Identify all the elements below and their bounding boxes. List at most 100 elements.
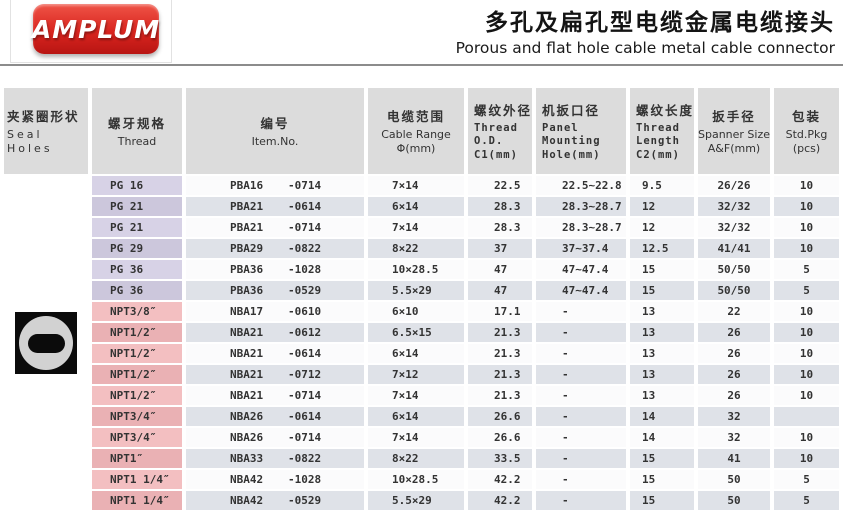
thread-length-cell: 15 bbox=[630, 260, 694, 279]
std-pkg-cell: 10 bbox=[774, 344, 839, 363]
thread-cell: NPT1/2″ bbox=[92, 386, 182, 405]
spanner-size-cell: 22 bbox=[698, 302, 770, 321]
thread-cell: NPT1/2″ bbox=[92, 365, 182, 384]
std-pkg-cell: 5 bbox=[774, 260, 839, 279]
item-no-cell: NBA21 -0612 bbox=[186, 323, 364, 342]
table-row: NPT1 1/4″ NBA42 -0529 5.5×29 42.2-15 50 5 bbox=[4, 491, 839, 510]
panel-hole-cell: 22.5~22.8 bbox=[536, 176, 626, 195]
item-code: PBA21 bbox=[230, 200, 264, 213]
cable-range-cell: 8×22 bbox=[368, 449, 464, 468]
table-header-row: 夹紧圈形状 Seal Holes 螺牙规格 Thread 编号 Item.No. 电缆范围 C… bbox=[4, 88, 839, 174]
thread-od-cell: 42.2 bbox=[468, 491, 532, 510]
spanner-size-cell: 50 bbox=[698, 491, 770, 510]
item-code: PBA21 bbox=[230, 221, 264, 234]
spanner-size-cell: 26 bbox=[698, 344, 770, 363]
cable-range-cell: 5.5×29 bbox=[368, 281, 464, 300]
cable-range-cell: 10×28.5 bbox=[368, 470, 464, 489]
item-no-cell: NBA26 -0614 bbox=[186, 407, 364, 426]
std-pkg-cell: 10 bbox=[774, 239, 839, 258]
spec-table: 夹紧圈形状 Seal Holes 螺牙规格 Thread 编号 Item.No. 电缆范围 C… bbox=[0, 86, 843, 512]
thread-od-cell: 17.1 bbox=[468, 302, 532, 321]
item-no-cell: NBA42 -0529 bbox=[186, 491, 364, 510]
thread-length-cell: 13 bbox=[630, 302, 694, 321]
item-code: PBA16 bbox=[230, 179, 264, 192]
std-pkg-cell bbox=[774, 407, 839, 426]
spanner-size-cell: 32/32 bbox=[698, 197, 770, 216]
item-suffix: -0714 bbox=[288, 179, 322, 192]
item-suffix: -1028 bbox=[288, 473, 322, 486]
item-code: NBA42 bbox=[230, 494, 264, 507]
std-pkg-cell: 10 bbox=[774, 218, 839, 237]
std-pkg-cell: 10 bbox=[774, 386, 839, 405]
thread-cell: NPT3/8″ bbox=[92, 302, 182, 321]
column-header-en: Std.Pkg bbox=[785, 128, 828, 142]
panel-hole-cell: 28.3~28.7 bbox=[536, 218, 626, 237]
thread-od-cell: 42.2 bbox=[468, 470, 532, 489]
column-header-zh: 螺纹长度 bbox=[636, 103, 695, 119]
item-suffix: -0712 bbox=[288, 368, 322, 381]
item-no-cell: NBA21 -0714 bbox=[186, 386, 364, 405]
cable-range-cell: 10×28.5 bbox=[368, 260, 464, 279]
item-suffix: -0610 bbox=[288, 305, 322, 318]
thread-od-cell: 47 bbox=[468, 281, 532, 300]
item-no-cell: PBA36 -1028 bbox=[186, 260, 364, 279]
divider-rule bbox=[0, 64, 843, 66]
column-header-zh: 包装 bbox=[791, 109, 821, 125]
item-suffix: -1028 bbox=[288, 263, 322, 276]
item-code: PBA36 bbox=[230, 263, 264, 276]
column-header-en: A&F(mm) bbox=[707, 142, 761, 155]
std-pkg-cell: 5 bbox=[774, 281, 839, 300]
seal-hole-image-cell bbox=[4, 176, 88, 510]
thread-cell: NPT3/4″ bbox=[92, 428, 182, 447]
std-pkg-cell: 10 bbox=[774, 323, 839, 342]
item-code: NBA21 bbox=[230, 389, 264, 402]
table-row: NPT1″ NBA33 -0822 8×22 33.5-15 41 10 bbox=[4, 449, 839, 468]
std-pkg-cell: 10 bbox=[774, 449, 839, 468]
item-suffix: -0614 bbox=[288, 410, 322, 423]
item-suffix: -0614 bbox=[288, 347, 322, 360]
std-pkg-cell: 10 bbox=[774, 197, 839, 216]
column-header-en: Thread bbox=[474, 122, 518, 135]
thread-length-cell: 13 bbox=[630, 344, 694, 363]
amplum-logo: AMPLUM bbox=[32, 4, 159, 54]
item-no-cell: PBA16 -0714 bbox=[186, 176, 364, 195]
table-row: NPT1/2″ NBA21 -0712 7×12 21.3-13 26 10 bbox=[4, 365, 839, 384]
column-header-en: Item.No. bbox=[251, 135, 299, 149]
spanner-size-cell: 50/50 bbox=[698, 281, 770, 300]
thread-length-cell: 12 bbox=[630, 218, 694, 237]
column-header-panel: 机扳口径 Panel Mounting Hole(mm) bbox=[536, 88, 626, 174]
item-no-cell: NBA21 -0614 bbox=[186, 344, 364, 363]
column-header-en: C2(mm) bbox=[636, 148, 680, 161]
item-suffix: -0612 bbox=[288, 326, 322, 339]
column-header-en: Hole(mm) bbox=[542, 148, 601, 161]
thread-length-cell: 15 bbox=[630, 449, 694, 468]
item-code: PBA36 bbox=[230, 284, 264, 297]
column-header-spanner: 扳手径 Spanner Size A&F(mm) bbox=[698, 88, 770, 174]
column-header-en: Seal Holes bbox=[7, 128, 53, 155]
thread-cell: PG 36 bbox=[92, 281, 182, 300]
spanner-size-cell: 26/26 bbox=[698, 176, 770, 195]
table-row: NPT3/4″ NBA26 -0714 7×14 26.6-14 32 10 bbox=[4, 428, 839, 447]
item-no-cell: PBA21 -0714 bbox=[186, 218, 364, 237]
std-pkg-cell: 10 bbox=[774, 302, 839, 321]
column-header-pkg: 包装 Std.Pkg (pcs) bbox=[774, 88, 839, 174]
panel-hole-cell: 37~37.4 bbox=[536, 239, 626, 258]
panel-hole-cell: - bbox=[536, 428, 626, 447]
page-header: AMPLUM 多孔及扁孔型电缆金属电缆接头 Porous and flat ho… bbox=[0, 0, 843, 66]
spanner-size-cell: 41/41 bbox=[698, 239, 770, 258]
spanner-size-cell: 26 bbox=[698, 323, 770, 342]
page-title-en: Porous and flat hole cable metal cable c… bbox=[455, 39, 835, 57]
spanner-size-cell: 50/50 bbox=[698, 260, 770, 279]
thread-od-cell: 47 bbox=[468, 260, 532, 279]
table-row: NPT3/4″ NBA26 -0614 6×14 26.6-14 32 bbox=[4, 407, 839, 426]
thread-length-cell: 13 bbox=[630, 365, 694, 384]
thread-length-cell: 14 bbox=[630, 428, 694, 447]
cable-range-cell: 7×14 bbox=[368, 428, 464, 447]
std-pkg-cell: 5 bbox=[774, 491, 839, 510]
panel-hole-cell: 47~47.4 bbox=[536, 281, 626, 300]
spanner-size-cell: 32 bbox=[698, 428, 770, 447]
item-code: NBA21 bbox=[230, 347, 264, 360]
thread-length-cell: 13 bbox=[630, 386, 694, 405]
item-suffix: -0714 bbox=[288, 221, 322, 234]
column-header-item: 编号 Item.No. bbox=[186, 88, 364, 174]
